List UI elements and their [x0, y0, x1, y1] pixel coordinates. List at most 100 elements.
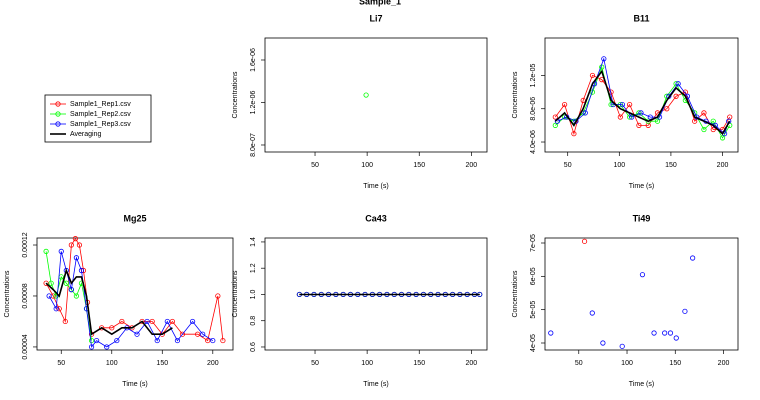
point	[548, 330, 554, 336]
point	[647, 114, 653, 120]
x-axis-label: Time (s)	[363, 183, 388, 190]
legend-marker	[55, 101, 61, 107]
point	[58, 248, 64, 254]
y-tick-label: 1.4	[250, 237, 257, 247]
x-tick-label: 200	[466, 360, 478, 367]
point	[651, 330, 657, 336]
point	[53, 306, 59, 312]
plot-box	[264, 237, 488, 351]
point	[667, 330, 674, 336]
legend-box	[44, 94, 152, 143]
point	[56, 306, 62, 312]
chart-title: Ca43	[365, 213, 387, 223]
x-tick-label: 50	[57, 360, 65, 367]
point	[99, 325, 105, 331]
series-line	[555, 65, 731, 139]
point	[205, 337, 211, 344]
plot-box	[544, 237, 739, 351]
point	[638, 110, 644, 116]
point	[690, 255, 696, 261]
x-tick-label: 150	[156, 360, 168, 367]
plot-box	[264, 37, 488, 153]
y-tick-label: 1.6e-06	[250, 48, 257, 72]
point	[164, 318, 170, 325]
point	[189, 318, 196, 325]
x-tick-label: 100	[106, 360, 118, 367]
y-tick-label: 7e-05	[530, 234, 537, 252]
legend-label: Sample1_Rep2.csv	[70, 111, 131, 118]
point	[114, 337, 120, 344]
x-tick-label: 50	[564, 162, 572, 169]
point	[220, 337, 226, 344]
point	[617, 114, 623, 120]
point	[664, 106, 670, 112]
point	[174, 337, 181, 344]
point	[562, 101, 568, 108]
point	[552, 122, 558, 128]
point	[692, 118, 698, 124]
y-axis-label: Concentrations	[232, 71, 239, 119]
point	[76, 242, 83, 248]
x-tick-label: 100	[361, 162, 373, 169]
point	[48, 280, 54, 286]
y-tick-label: 0.6	[250, 342, 257, 352]
y-tick-label: 0.8	[250, 316, 257, 326]
series-line	[48, 251, 214, 348]
point	[179, 331, 186, 337]
point	[636, 122, 642, 128]
y-tick-label: 0.00008	[22, 283, 29, 308]
point	[68, 242, 74, 248]
series-line	[554, 69, 731, 135]
y-tick-label: 1.2	[250, 263, 257, 273]
y-tick-label: 8.0e-07	[250, 133, 257, 157]
y-axis-label: Concentrations	[232, 270, 239, 318]
point	[144, 318, 150, 325]
chart-title: B11	[633, 13, 649, 23]
y-tick-label: 0.00012	[22, 232, 29, 257]
point	[363, 92, 369, 98]
y-axis-label: Concentrations	[512, 270, 519, 318]
x-tick-label: 150	[413, 360, 425, 367]
point	[62, 318, 68, 325]
point	[701, 126, 707, 133]
plot-box	[36, 237, 234, 351]
point	[682, 89, 688, 95]
point	[73, 255, 80, 261]
point	[68, 287, 74, 293]
x-tick-label: 150	[665, 162, 677, 169]
y-tick-label: 4e-05	[530, 334, 537, 352]
point	[139, 318, 145, 325]
point	[619, 101, 626, 108]
legend-label: Sample1_Rep3.csv	[70, 121, 131, 128]
x-tick-label: 100	[621, 360, 633, 367]
page-title: Sample_1	[359, 0, 401, 6]
point	[673, 335, 679, 341]
x-tick-label: 100	[613, 162, 625, 169]
point	[600, 340, 606, 346]
point	[601, 56, 607, 62]
y-tick-label: 1.2e-06	[250, 91, 257, 115]
y-axis-label: Concentrations	[512, 71, 519, 119]
y-tick-label: 1.0	[250, 289, 257, 299]
x-tick-label: 50	[575, 360, 583, 367]
x-tick-label: 200	[207, 360, 219, 367]
plot-box	[544, 37, 739, 153]
point	[682, 308, 688, 314]
x-tick-label: 200	[717, 162, 729, 169]
legend-marker	[55, 121, 61, 127]
point	[119, 318, 125, 325]
series-line	[557, 57, 730, 135]
y-tick-label: 8.0e-06	[530, 97, 537, 121]
point	[78, 267, 85, 274]
point	[169, 318, 175, 325]
x-tick-label: 200	[718, 360, 730, 367]
point	[727, 114, 733, 120]
x-tick-label: 200	[466, 162, 478, 169]
x-tick-label: 150	[413, 162, 425, 169]
point	[72, 236, 78, 242]
point	[46, 293, 52, 299]
legend-label: Averaging	[70, 131, 102, 138]
y-tick-label: 0.00004	[22, 334, 29, 359]
x-tick-label: 150	[669, 360, 681, 367]
